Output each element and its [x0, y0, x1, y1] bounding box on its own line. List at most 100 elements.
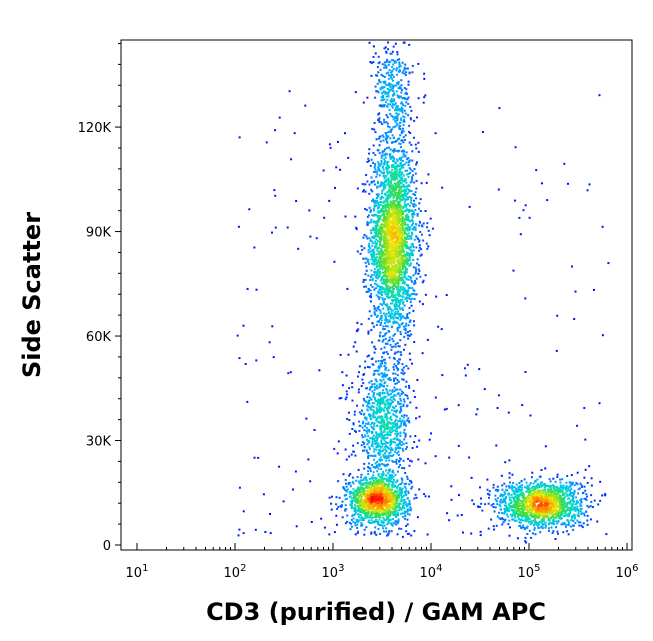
data-point: [411, 215, 414, 218]
data-point: [370, 519, 373, 522]
data-point: [372, 248, 375, 251]
data-point: [396, 374, 399, 377]
data-point: [542, 484, 544, 487]
data-point: [379, 197, 382, 200]
data-point: [372, 395, 375, 398]
data-point: [379, 311, 382, 314]
data-point: [399, 271, 401, 274]
data-point: [387, 172, 389, 175]
data-point: [488, 490, 491, 493]
data-point: [403, 229, 406, 232]
data-point: [383, 238, 386, 240]
data-point: [531, 515, 534, 518]
data-point: [383, 186, 385, 189]
data-point: [257, 456, 260, 459]
data-point: [414, 293, 417, 296]
data-point: [356, 509, 359, 512]
data-point: [389, 317, 392, 320]
data-point: [373, 532, 376, 535]
data-point: [380, 230, 383, 233]
data-point: [521, 493, 523, 496]
data-point: [375, 324, 378, 326]
data-point: [399, 417, 402, 420]
data-point: [375, 435, 377, 438]
data-point: [536, 524, 539, 527]
data-point: [351, 382, 354, 384]
data-point: [396, 159, 399, 162]
data-point: [535, 521, 538, 524]
data-point: [387, 179, 390, 182]
data-point: [385, 459, 388, 462]
data-point: [410, 481, 413, 484]
data-point: [371, 436, 374, 439]
data-point: [533, 527, 536, 530]
data-point: [450, 498, 453, 501]
data-point: [410, 249, 413, 252]
data-point: [379, 270, 382, 273]
data-point: [386, 325, 389, 328]
data-point: [358, 487, 361, 490]
data-point: [371, 286, 374, 288]
data-point: [384, 513, 387, 516]
data-point: [310, 521, 313, 523]
data-point: [560, 485, 563, 488]
data-point: [558, 512, 561, 515]
data-point: [400, 195, 403, 198]
data-point: [383, 392, 386, 395]
data-point: [366, 438, 369, 441]
data-point: [395, 496, 398, 499]
data-point: [364, 400, 367, 403]
data-point: [396, 197, 399, 199]
data-point: [429, 217, 432, 220]
data-point: [392, 68, 395, 70]
data-point: [388, 356, 391, 359]
data-point: [385, 474, 388, 477]
data-point: [393, 100, 396, 103]
data-point: [524, 204, 527, 207]
data-point: [388, 482, 391, 485]
data-point: [519, 519, 522, 522]
data-point: [578, 524, 581, 527]
data-point: [379, 140, 382, 143]
data-point: [349, 473, 352, 475]
data-point: [409, 301, 412, 303]
data-point: [487, 527, 490, 530]
data-point: [404, 154, 407, 157]
data-point: [521, 494, 524, 497]
data-point: [381, 171, 384, 174]
data-point: [408, 204, 411, 207]
data-point: [379, 385, 382, 388]
data-point: [488, 496, 490, 499]
data-point: [406, 223, 409, 226]
data-point: [364, 261, 367, 264]
data-point: [376, 229, 378, 232]
data-point: [361, 434, 363, 437]
data-point: [408, 334, 411, 337]
data-point: [391, 299, 393, 302]
data-point: [387, 125, 389, 128]
data-point: [394, 185, 397, 188]
data-point: [377, 202, 380, 205]
data-point: [396, 73, 398, 76]
data-point: [383, 121, 386, 124]
data-point: [418, 207, 420, 210]
data-point: [510, 500, 513, 503]
data-point: [561, 478, 564, 481]
data-point: [396, 487, 399, 490]
data-point: [390, 346, 393, 349]
data-point: [373, 122, 376, 124]
data-point: [398, 194, 401, 197]
data-point: [389, 513, 392, 516]
data-point: [375, 197, 378, 200]
data-point: [402, 502, 405, 505]
data-point: [374, 398, 376, 401]
data-point: [389, 130, 392, 133]
data-point: [337, 480, 340, 483]
data-point: [394, 310, 397, 313]
data-point: [400, 490, 403, 493]
data-point: [372, 56, 375, 58]
data-point: [370, 62, 373, 65]
data-point: [543, 483, 546, 485]
data-point: [370, 258, 373, 261]
data-point: [406, 229, 409, 232]
